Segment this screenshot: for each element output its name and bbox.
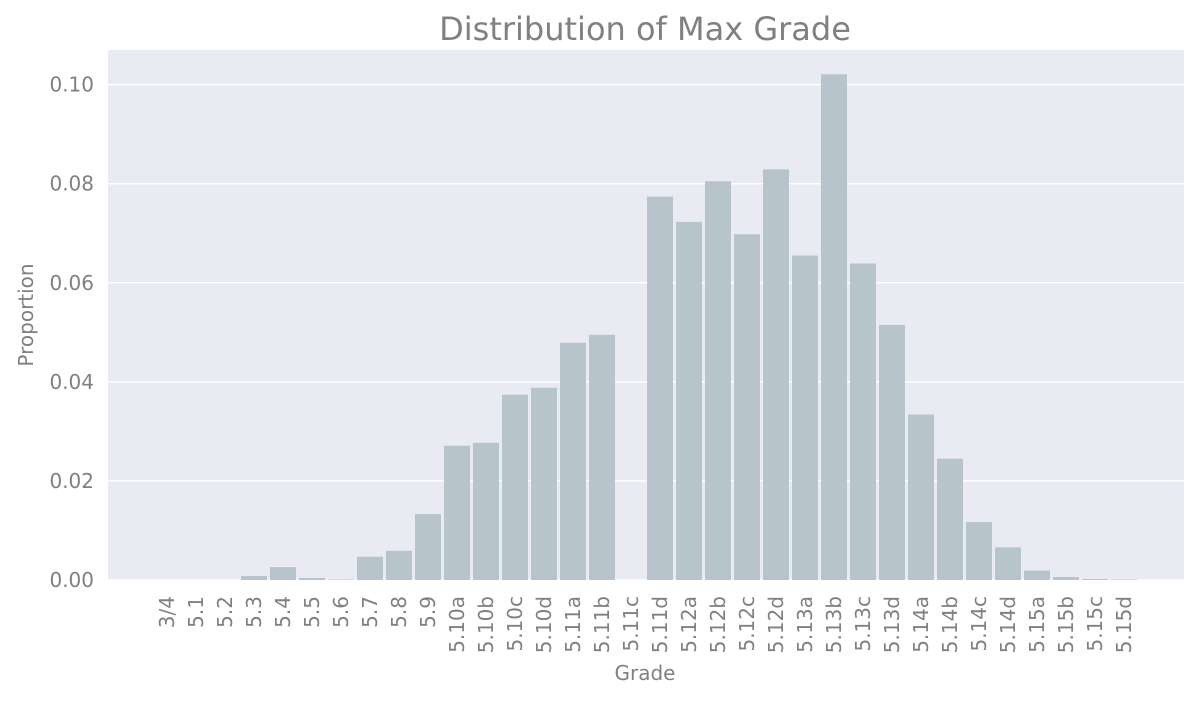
- x-tick-label: 5.15b: [1054, 596, 1078, 653]
- bar: [502, 394, 528, 580]
- x-tick-label: 5.11a: [561, 596, 585, 653]
- y-tick-label: 0.06: [49, 271, 94, 295]
- x-tick-label: 5.10c: [503, 596, 527, 652]
- x-tick-label: 5.13a: [793, 596, 817, 653]
- y-tick-label: 0.08: [49, 172, 94, 196]
- x-tick-label: 5.9: [416, 596, 440, 628]
- x-tick-label: 5.12c: [735, 596, 759, 652]
- x-tick-label: 5.8: [387, 596, 411, 628]
- x-tick-label: 5.6: [329, 596, 353, 628]
- bar: [299, 578, 325, 580]
- chart-title: Distribution of Max Grade: [439, 10, 851, 48]
- y-tick-label: 0.10: [49, 73, 94, 97]
- y-tick-label: 0.00: [49, 568, 94, 592]
- bar: [560, 342, 586, 580]
- bar: [908, 414, 934, 580]
- plot-background: [108, 50, 1184, 580]
- x-tick-labels: 3/4 5.1 5.2 5.3 5.4 5.5 5.6 5.7 5.8 5.9 5.10a 5.10b…: [155, 596, 1136, 653]
- bar: [1053, 577, 1079, 580]
- x-axis-label: Grade: [615, 661, 676, 685]
- x-tick-label: 5.3: [242, 596, 266, 628]
- x-tick-label: 5.11c: [619, 596, 643, 652]
- bar: [1111, 579, 1137, 581]
- x-tick-label: 5.11b: [590, 596, 614, 653]
- x-tick-label: 5.11d: [648, 596, 672, 653]
- x-tick-label: 5.13b: [822, 596, 846, 653]
- bar: [444, 445, 470, 580]
- x-tick-label: 5.7: [358, 596, 382, 628]
- x-tick-label: 5.14d: [996, 596, 1020, 653]
- bar: [676, 221, 702, 580]
- bar: [357, 556, 383, 580]
- bar: [386, 550, 412, 580]
- x-tick-label: 5.15d: [1112, 596, 1136, 653]
- y-tick-label: 0.02: [49, 469, 94, 493]
- bar: [937, 458, 963, 580]
- x-tick-label: 3/4: [155, 596, 179, 628]
- bar: [589, 334, 615, 580]
- bar: [1024, 570, 1050, 580]
- bar: [328, 579, 354, 581]
- x-tick-label: 5.12b: [706, 596, 730, 653]
- y-tick-labels: 0.00 0.02 0.04 0.06 0.08 0.10: [49, 73, 94, 592]
- bar: [850, 263, 876, 580]
- bar: [995, 547, 1021, 580]
- bar: [792, 255, 818, 581]
- x-tick-label: 5.14a: [909, 596, 933, 653]
- x-tick-label: 5.10b: [474, 596, 498, 653]
- x-tick-label: 5.1: [184, 596, 208, 628]
- bar: [473, 442, 499, 580]
- bar: [241, 576, 267, 580]
- x-tick-label: 5.15c: [1083, 596, 1107, 652]
- x-tick-label: 5.13c: [851, 596, 875, 652]
- bar: [647, 196, 673, 580]
- bar: [415, 514, 441, 580]
- x-tick-label: 5.12a: [677, 596, 701, 653]
- x-tick-label: 5.2: [213, 596, 237, 628]
- x-tick-label: 5.12d: [764, 596, 788, 653]
- y-tick-label: 0.04: [49, 370, 94, 394]
- x-tick-label: 5.10d: [532, 596, 556, 653]
- bars: [241, 74, 1137, 581]
- x-tick-label: 5.4: [271, 596, 295, 628]
- bar: [531, 387, 557, 580]
- bar: [966, 522, 992, 580]
- bar: [734, 234, 760, 580]
- x-tick-label: 5.13d: [880, 596, 904, 653]
- x-tick-label: 5.15a: [1025, 596, 1049, 653]
- x-tick-label: 5.14b: [938, 596, 962, 653]
- x-tick-label: 5.10a: [445, 596, 469, 653]
- bar: [705, 181, 731, 580]
- bar: [1082, 579, 1108, 580]
- bar: [821, 74, 847, 580]
- bar: [763, 169, 789, 580]
- bar: [879, 324, 905, 580]
- y-axis-label: Proportion: [14, 263, 38, 366]
- bar: [270, 567, 296, 580]
- x-tick-label: 5.5: [300, 596, 324, 628]
- x-tick-label: 5.14c: [967, 596, 991, 652]
